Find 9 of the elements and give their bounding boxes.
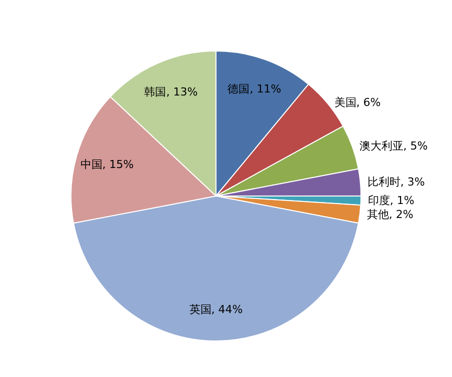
slice-label: 韩国, 13% (144, 85, 198, 98)
slice-label: 中国, 15% (80, 158, 134, 171)
slice-label: 英国, 44% (189, 303, 243, 316)
slice-label: 德国, 11% (228, 82, 282, 96)
slice-label: 印度, 1% (368, 194, 414, 208)
slice-label: 其他, 2% (366, 208, 414, 221)
slice-label: 美国, 6% (334, 96, 381, 109)
slice-label: 澳大利亚, 5% (359, 140, 428, 153)
slice-label: 比利时, 3% (367, 176, 425, 189)
